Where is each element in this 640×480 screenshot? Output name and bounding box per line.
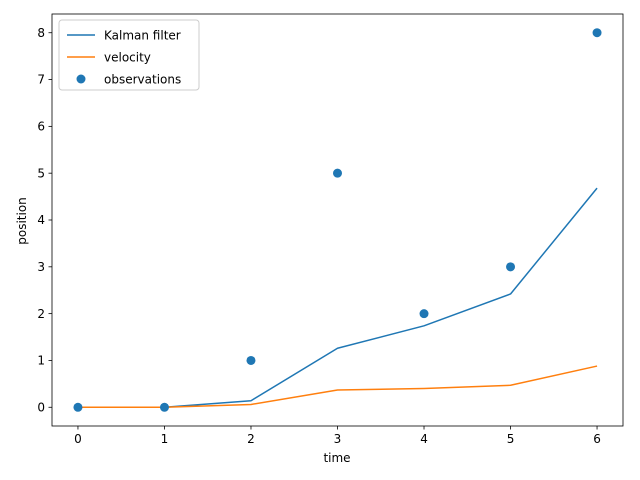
x-tick-label: 5 — [507, 432, 515, 446]
y-tick-label: 3 — [37, 260, 45, 274]
x-tick-label: 1 — [161, 432, 169, 446]
x-tick-label: 6 — [593, 432, 601, 446]
y-tick-label: 0 — [37, 400, 45, 414]
legend-label-2: observations — [104, 73, 181, 87]
observation-point-2 — [246, 355, 256, 365]
x-tick-label: 2 — [247, 432, 255, 446]
plot-area — [73, 28, 602, 412]
y-tick-label: 4 — [37, 213, 45, 227]
y-tick-label: 8 — [37, 26, 45, 40]
x-axis-label: time — [323, 451, 350, 465]
observation-point-5 — [506, 262, 516, 272]
x-tick-label: 3 — [334, 432, 342, 446]
axes: 0 1 2 3 4 5 6 0 1 2 3 4 5 6 7 8 — [37, 13, 624, 446]
y-tick-label: 7 — [37, 73, 45, 87]
y-tick-label: 1 — [37, 354, 45, 368]
legend-label-1: velocity — [104, 51, 151, 65]
y-tick-label: 6 — [37, 120, 45, 134]
observation-point-6 — [592, 28, 602, 38]
observation-point-1 — [159, 402, 169, 412]
y-tick-label: 2 — [37, 307, 45, 321]
x-tick-label: 4 — [420, 432, 428, 446]
legend-box — [58, 19, 200, 91]
y-tick-label: 5 — [37, 166, 45, 180]
x-tick-label: 0 — [74, 432, 82, 446]
y-axis-label: position — [15, 197, 29, 245]
observation-point-4 — [419, 309, 429, 319]
observation-point-3 — [333, 168, 342, 178]
observation-point-0 — [73, 402, 83, 412]
legend-label-0: Kalman filter — [104, 29, 181, 43]
legend: Kalman filter velocity observations — [58, 19, 200, 91]
legend-swatch-2 — [76, 74, 86, 84]
